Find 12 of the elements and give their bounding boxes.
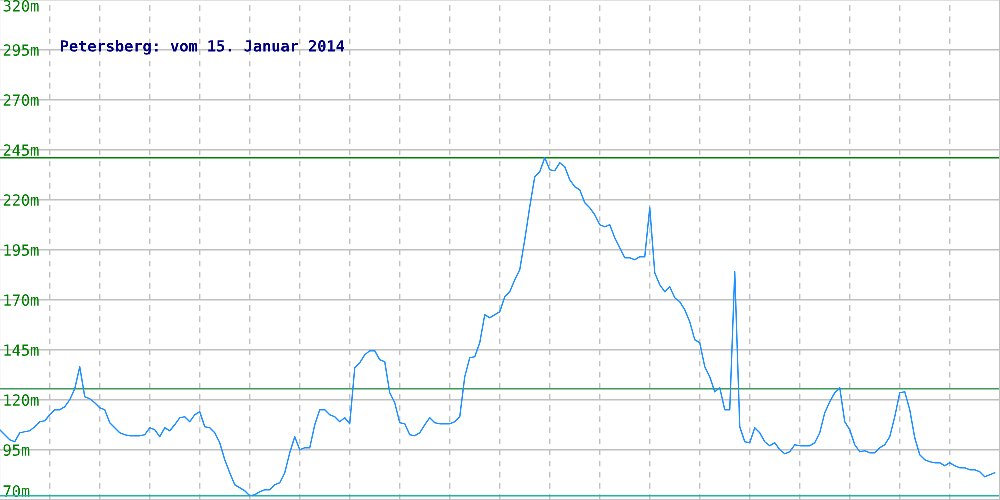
y-tick-label: 270m [4, 94, 39, 106]
y-tick-label: 170m [4, 294, 39, 306]
text: Petersberg: vom 15. Januar 2014 [61, 40, 344, 55]
y-tick-label: 245m [4, 144, 39, 156]
y-tick-label: 320m [4, 0, 39, 12]
y-tick-label: 120m [4, 394, 39, 406]
y-tick-label: 220m [4, 194, 39, 206]
y-tick-label: 95m [4, 444, 30, 456]
line-series [0, 157, 996, 497]
y-tick-label: 295m [4, 44, 39, 56]
y-tick-label: 195m [4, 244, 39, 256]
y-tick-label: 145m [4, 344, 39, 356]
